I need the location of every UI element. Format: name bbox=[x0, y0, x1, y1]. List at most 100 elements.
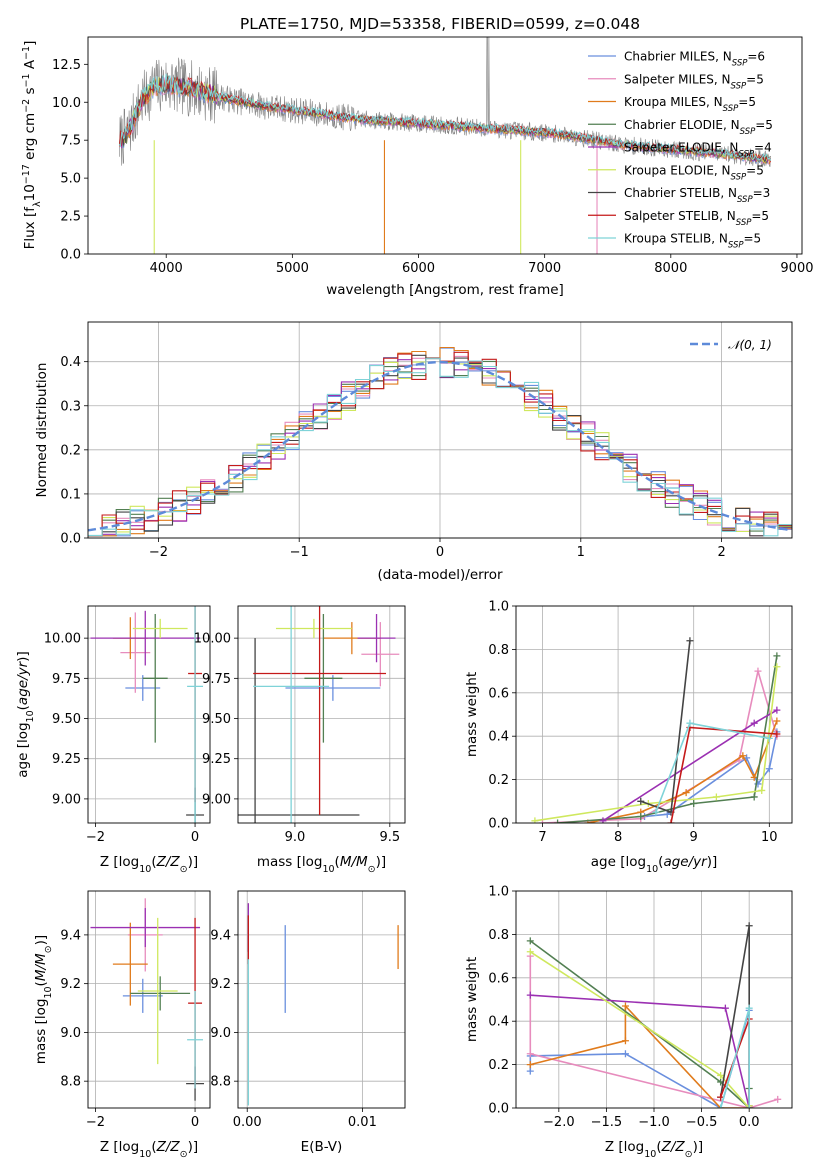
mass-weight-marker bbox=[652, 808, 660, 816]
mass-weight-marker bbox=[526, 948, 534, 956]
x-tick-label: −2.0 bbox=[543, 1115, 575, 1130]
mass-weight-marker bbox=[765, 765, 773, 773]
y-tick-label: 9.00 bbox=[202, 792, 231, 807]
mass-weight-marker bbox=[765, 734, 773, 742]
mass-weight-marker bbox=[526, 1067, 534, 1075]
errorbar-point bbox=[275, 618, 352, 639]
mass-weight-marker bbox=[758, 786, 766, 794]
residual_histogram-axes: −2 −1 0 1 2 0.0 0.1 0.2 0.3 0.4 𝒩(0, 1) (data-model… bbox=[34, 321, 793, 583]
age_vs_Z-axes: −2 0 9.00 9.25 9.50 9.75 10.00 Z [log10(Z/Z⊙)] a… bbox=[15, 605, 211, 875]
x-tick-label: 0 bbox=[436, 545, 444, 560]
x-tick-label: 0.00 bbox=[233, 1115, 262, 1130]
errorbar-point bbox=[112, 922, 148, 1006]
errorbar-point bbox=[357, 614, 396, 663]
x-tick-label: −1.5 bbox=[591, 1115, 623, 1130]
y-tick-label: 0.6 bbox=[488, 686, 509, 701]
x-tick-label: 0 bbox=[191, 1115, 199, 1130]
age_vs_Z-plot-area bbox=[90, 606, 205, 823]
mass-weight-marker bbox=[773, 706, 781, 714]
x-axis-label: mass [log10(M/M⊙)] bbox=[257, 854, 386, 875]
y-axis-label: age [log10(age/yr)] bbox=[15, 651, 36, 777]
y-axis-label: mass weight bbox=[464, 672, 480, 757]
mass-weight-marker bbox=[526, 1061, 534, 1069]
x-tick-label: −2 bbox=[86, 1115, 105, 1130]
y-tick-label: 9.4 bbox=[210, 928, 231, 943]
mass-weight-marker bbox=[739, 752, 747, 760]
legend-entry: Salpeter ELODIE, NSSP=4 bbox=[624, 141, 772, 160]
y-tick-label: 0.4 bbox=[488, 730, 509, 745]
mass-weight-marker bbox=[773, 730, 781, 738]
y-tick-label: 12.5 bbox=[52, 58, 81, 73]
x-tick-label: 9 bbox=[690, 830, 698, 845]
y-tick-label: 2.5 bbox=[60, 210, 81, 225]
x-tick-label: 6000 bbox=[402, 261, 435, 276]
y-tick-label: 0.0 bbox=[488, 817, 509, 832]
mass-weight-marker bbox=[621, 1002, 629, 1010]
errorbar-point bbox=[122, 978, 163, 1013]
errorbar-point bbox=[130, 976, 191, 1011]
legend-entry: Chabrier MILES, NSSP=6 bbox=[624, 50, 765, 69]
spectrum-legend: Chabrier MILES, NSSP=6 Salpeter MILES, NS… bbox=[588, 50, 773, 251]
x-tick-label: 9.5 bbox=[379, 830, 400, 845]
y-tick-label: 9.0 bbox=[210, 1026, 231, 1041]
x-tick-label: 8 bbox=[614, 830, 622, 845]
mass-weight-marker bbox=[750, 773, 758, 781]
mass-weight-marker bbox=[682, 789, 690, 797]
legend-entry: Salpeter STELIB, NSSP=5 bbox=[624, 209, 769, 228]
mass-weight-series bbox=[587, 720, 778, 823]
errorbar-point bbox=[142, 614, 168, 743]
errorbar-point bbox=[187, 606, 204, 823]
age_vs_mass-plot-area bbox=[238, 606, 400, 823]
weight_vs_age-axes: 7 8 9 10 0.0 0.2 0.4 0.6 0.8 1.0 age [log10(age/yr… bbox=[464, 600, 793, 875]
mass-weight-marker bbox=[773, 663, 781, 671]
y-axis-label: mass weight bbox=[464, 957, 480, 1042]
mass_vs_ebv-plot-area bbox=[247, 903, 399, 1106]
mass-weight-marker bbox=[686, 719, 694, 727]
mass-weight-marker bbox=[690, 799, 698, 807]
mass-weight-marker bbox=[745, 1004, 753, 1012]
weight_vs_Z-grid bbox=[516, 890, 792, 1109]
mass-weight-marker bbox=[621, 1050, 629, 1058]
mass_vs_Z-grid bbox=[88, 891, 210, 1108]
mass-weight-series bbox=[530, 994, 750, 1108]
y-tick-label: 0.2 bbox=[488, 773, 509, 788]
mass-weight-series bbox=[529, 1009, 750, 1108]
y-tick-label: 0.3 bbox=[60, 399, 81, 414]
mass-weight-marker bbox=[774, 1095, 782, 1103]
mass-weight-marker bbox=[667, 819, 675, 823]
errorbar-point bbox=[253, 606, 387, 815]
y-tick-label: 10.00 bbox=[44, 632, 81, 647]
residual_histogram-plot-area bbox=[88, 346, 792, 537]
y-axis-label: Flux [fλ10−17 erg cm−2 s−1 A−1] bbox=[21, 41, 43, 250]
y-tick-label: 8.8 bbox=[60, 1075, 81, 1090]
x-tick-label: −0.5 bbox=[686, 1115, 718, 1130]
legend-entry: Chabrier STELIB, NSSP=3 bbox=[624, 186, 770, 205]
mass-weight-marker bbox=[773, 652, 781, 660]
legend-entry: Chabrier ELODIE, NSSP=5 bbox=[624, 118, 773, 137]
weight_vs_age-grid bbox=[516, 605, 792, 824]
mass-weight-marker bbox=[538, 819, 546, 823]
y-axis-label: Normed distribution bbox=[34, 363, 50, 498]
mass-weight-series bbox=[529, 951, 750, 1108]
x-axis-label: Z [log10(Z/Z⊙)] bbox=[100, 1139, 198, 1160]
y-tick-label: 9.50 bbox=[202, 712, 231, 727]
y-tick-label: 9.4 bbox=[60, 928, 81, 943]
y-tick-label: 9.00 bbox=[52, 792, 81, 807]
y-tick-label: 9.25 bbox=[202, 752, 231, 767]
x-tick-label: 5000 bbox=[276, 261, 309, 276]
errorbar-point bbox=[187, 990, 204, 1089]
mass-weight-marker bbox=[717, 1104, 725, 1108]
x-tick-label: 2 bbox=[717, 545, 725, 560]
errorbar-point bbox=[132, 618, 188, 639]
mass-weight-marker bbox=[526, 937, 534, 945]
mass-weight-marker bbox=[599, 817, 607, 823]
x-axis-label: (data-model)/error bbox=[377, 567, 503, 583]
errorbar-point bbox=[361, 622, 400, 687]
mass-weight-marker bbox=[712, 793, 720, 801]
x-tick-label: 7000 bbox=[528, 261, 561, 276]
x-tick-label: −1.0 bbox=[638, 1115, 670, 1130]
x-axis-label: E(B-V) bbox=[301, 1139, 343, 1155]
errorbar-point bbox=[90, 908, 201, 948]
y-tick-label: 10.00 bbox=[194, 632, 231, 647]
